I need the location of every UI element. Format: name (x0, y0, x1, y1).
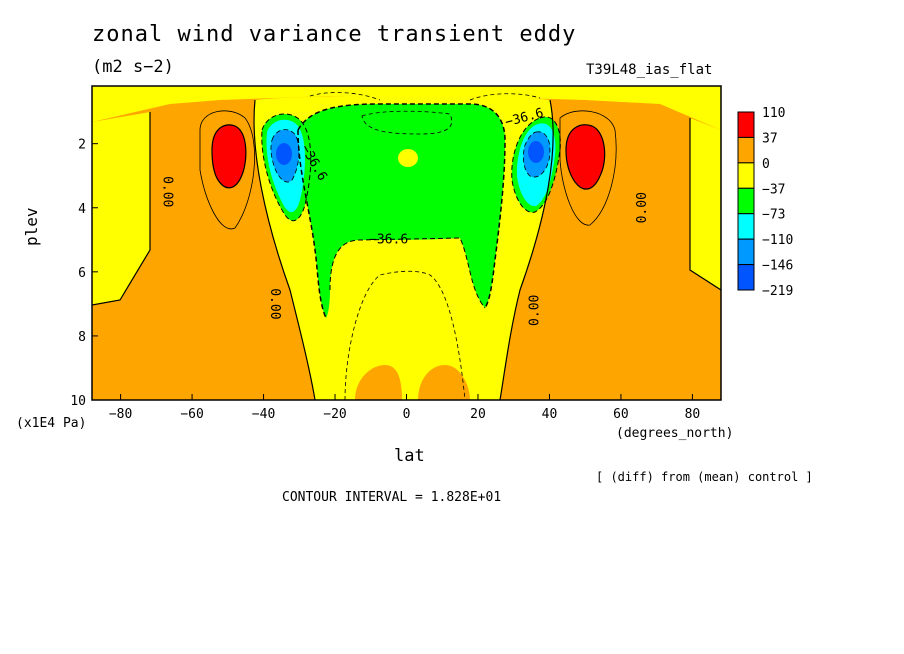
y-tick-label: 4 (78, 202, 86, 217)
contour-fill-yellow-top (92, 86, 721, 130)
diff-note: [ (diff) from (mean) control ] (596, 470, 813, 484)
colorbar-label: −146 (762, 259, 793, 274)
colorbar-label: −37 (762, 182, 785, 197)
x-tick-label: 80 (685, 407, 701, 422)
contour-label: −36.6 (369, 232, 408, 247)
contour-line-right-outer (559, 110, 617, 226)
contour-line-zero-left (92, 112, 151, 306)
colorbar-swatch (737, 238, 755, 266)
contour-fill-darkblue-right-min (528, 141, 544, 163)
colorbar-label: 0 (762, 157, 770, 172)
x-tick-label: 20 (470, 407, 486, 422)
y-tick-label: 10 (70, 394, 86, 409)
contour-line-neg-right-inner (523, 131, 551, 178)
contour-line-zero-center-right (499, 99, 554, 400)
contour-line-max-right (565, 124, 606, 190)
colorbar-label: −219 (762, 284, 793, 299)
colorbar-swatch (737, 213, 755, 240)
contour-label: 0.00 (635, 192, 650, 223)
contour-lines (92, 99, 721, 400)
contour-line-neg-green-right (297, 103, 506, 309)
contour-line-neg-green-bottom (329, 237, 486, 309)
x-axis-ticks: −80 −60 −40 −20 0 20 40 60 80 (109, 394, 700, 422)
y-tick-label: 8 (78, 330, 86, 345)
x-tick-label: 40 (542, 407, 558, 422)
contour-fill-yellow-right (690, 118, 721, 290)
contour-fill-darkblue-left-min (276, 143, 292, 165)
contour-fill-red-right-max (566, 124, 605, 190)
x-tick-label: 0 (403, 407, 411, 422)
y-axis-units: (x1E4 Pa) (16, 416, 87, 431)
contour-fill-orange-bump-left (355, 365, 402, 400)
contour-line-zero-right (689, 118, 721, 291)
x-tick-label: −20 (323, 407, 346, 422)
contour-interval: CONTOUR INTERVAL = 1.828E+01 (282, 490, 502, 505)
colorbar-swatch (737, 111, 755, 138)
x-tick-label: 60 (613, 407, 629, 422)
chart-units: (m2 s−2) (92, 57, 174, 77)
contour-line-thin-top (309, 92, 541, 101)
contour-line-left-outer (199, 110, 255, 230)
contour-fill-yellow-left (92, 112, 150, 305)
contour-line-max-left (211, 124, 247, 189)
contour-fill-yellow-blob (398, 149, 418, 167)
colorbar-swatch (737, 162, 755, 189)
colorbar-swatch (737, 264, 755, 291)
y-axis-ticks: 2 4 6 8 10 (70, 138, 98, 409)
colorbar-swatch (737, 136, 755, 164)
colorbar-label: 110 (762, 106, 785, 121)
colorbar-label: −110 (762, 233, 793, 248)
contour-fill-red-left-max (212, 124, 246, 188)
x-axis-label: lat (394, 446, 425, 466)
x-tick-label: −80 (109, 407, 132, 422)
colorbar: 110 37 0 −37 −73 −110 −146 −219 (737, 106, 793, 299)
contour-line-neg-left-inner (270, 129, 300, 183)
x-axis-units: (degrees_north) (616, 426, 734, 441)
run-label: T39L48_ias_flat (586, 62, 713, 78)
chart-title: zonal wind variance transient eddy (92, 22, 577, 47)
colorbar-label: −73 (762, 208, 785, 223)
contour-lines-negative (261, 103, 561, 319)
contour-line-thin-center (361, 110, 453, 135)
contour-lines-thin (309, 92, 541, 400)
contour-line-neg-right-min (511, 116, 561, 213)
y-tick-label: 6 (78, 266, 86, 281)
colorbar-swatch (737, 187, 755, 215)
contour-line-neg-left-min (261, 113, 312, 222)
contour-label: 0.00 (528, 295, 543, 326)
contour-line-neg-green-left (297, 129, 327, 319)
x-tick-label: −40 (252, 407, 275, 422)
contour-label: 0.00 (267, 288, 282, 319)
colorbar-label: 37 (762, 131, 778, 146)
contour-line-thin-bottom (344, 270, 466, 400)
y-tick-label: 2 (78, 138, 86, 153)
contour-fill-orange-bump-right (418, 365, 470, 400)
contour-line-zero-center-left (253, 99, 316, 400)
contour-label: 0.00 (160, 176, 175, 207)
filled-contours (92, 86, 721, 400)
contour-fill-green (298, 104, 505, 318)
x-tick-label: −60 (180, 407, 203, 422)
